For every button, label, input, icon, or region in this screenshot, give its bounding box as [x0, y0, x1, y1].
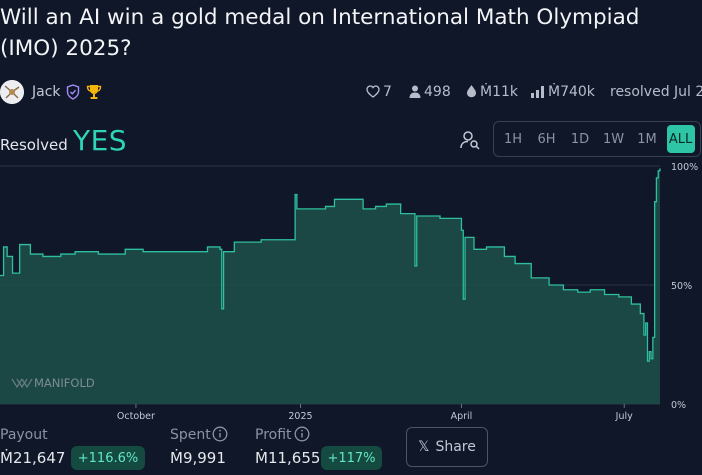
- avatar[interactable]: [0, 80, 24, 104]
- liquidity-stat[interactable]: Ṁ11k: [466, 84, 518, 100]
- profit-label: Profit: [255, 427, 292, 443]
- author-name[interactable]: Jack: [32, 84, 61, 100]
- spent-label: Spent: [170, 427, 211, 443]
- traders-stat[interactable]: 498: [409, 84, 451, 100]
- market-title: Will an AI win a gold medal on Internati…: [0, 5, 640, 61]
- share-button[interactable]: 𝕏 Share: [406, 427, 488, 467]
- y-tick-label: 0%: [671, 400, 686, 411]
- payout-value: Ṁ21,647: [0, 449, 66, 467]
- probability-chart[interactable]: 100% 50% 0% October 2025 April July MANIFOLD: [0, 162, 702, 423]
- spent-value: Ṁ9,991: [170, 449, 226, 467]
- info-icon[interactable]: [294, 426, 310, 442]
- range-all[interactable]: ALL: [666, 125, 695, 153]
- payout-label: Payout: [0, 427, 48, 443]
- y-axis: 100% 50% 0%: [671, 162, 698, 411]
- resolved-outcome: YES: [73, 124, 128, 157]
- range-1h[interactable]: 1H: [503, 131, 523, 147]
- range-1w[interactable]: 1W: [602, 131, 625, 147]
- share-label: Share: [435, 439, 476, 455]
- manifold-watermark: MANIFOLD: [11, 376, 95, 390]
- user-icon: [409, 85, 421, 98]
- volume-stat[interactable]: Ṁ740k: [531, 84, 595, 100]
- range-6h[interactable]: 6H: [537, 131, 556, 147]
- x-tick-label: April: [451, 411, 473, 422]
- manifold-logo-icon: [11, 378, 33, 389]
- profit-change-badge: +117%: [321, 446, 382, 470]
- resolved-date: resolved Jul 21: [610, 84, 702, 100]
- trophy-icon: [86, 85, 102, 99]
- bar-chart-icon: [531, 86, 544, 98]
- probability-area: [0, 168, 660, 404]
- y-tick-label: 100%: [671, 163, 698, 173]
- likes-count: 7: [383, 84, 392, 100]
- probability-line: [0, 168, 661, 362]
- shield-check-icon: [66, 84, 80, 100]
- droplet-icon: [467, 85, 476, 98]
- liquidity-value: Ṁ11k: [480, 84, 519, 100]
- payout-change-badge: +116.6%: [71, 446, 145, 470]
- chart-svg: 100% 50% 0% October 2025 April July MANIFOLD: [0, 162, 698, 422]
- likes-stat[interactable]: 7: [366, 84, 392, 100]
- x-tick-label: October: [117, 411, 155, 422]
- heart-icon: [366, 85, 380, 98]
- info-icon[interactable]: [212, 426, 228, 442]
- time-range-selector: 1H 6H 1D 1W 1M ALL: [493, 121, 701, 157]
- market-meta-row: Jack 7 498 Ṁ11k Ṁ740k resolved Jul 21: [0, 80, 702, 106]
- manifold-watermark-text: MANIFOLD: [34, 376, 95, 390]
- x-logo-icon: 𝕏: [418, 439, 430, 455]
- profit-value: Ṁ11,655: [255, 449, 321, 467]
- traders-count: 498: [424, 84, 451, 100]
- range-1d[interactable]: 1D: [570, 131, 590, 147]
- x-tick-label: 2025: [288, 411, 312, 422]
- y-tick-label: 50%: [671, 281, 692, 292]
- x-axis: October 2025 April July: [117, 404, 633, 422]
- resolved-label: Resolved: [0, 136, 68, 154]
- volume-value: Ṁ740k: [548, 84, 595, 100]
- range-1m[interactable]: 1M: [637, 131, 657, 147]
- x-tick-label: July: [615, 411, 633, 422]
- user-search-icon[interactable]: [460, 130, 480, 150]
